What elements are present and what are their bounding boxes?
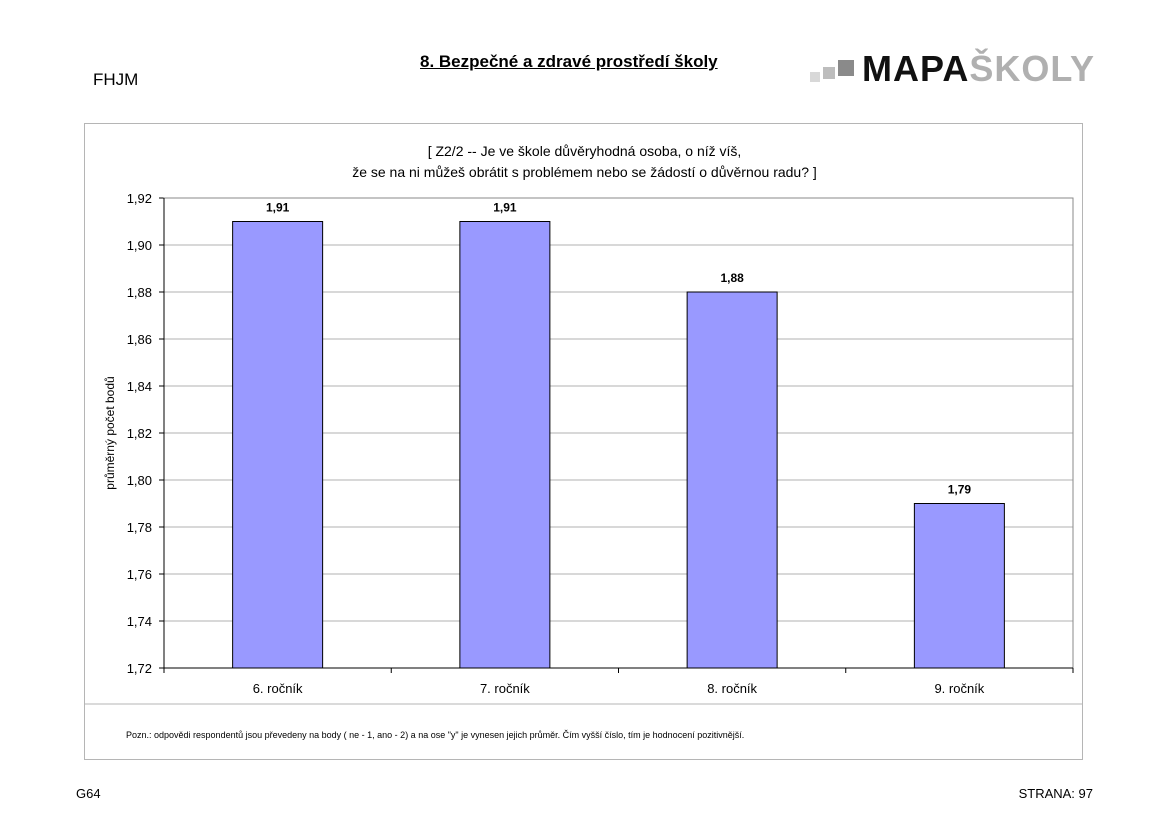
school-code: FHJM bbox=[93, 70, 139, 89]
bar-value-label: 1,88 bbox=[720, 271, 744, 285]
logo-text-dark: MAPA bbox=[862, 48, 970, 89]
bar bbox=[232, 221, 324, 669]
x-category-label: 7. ročník bbox=[480, 681, 530, 696]
x-category-label: 8. ročník bbox=[707, 681, 757, 696]
chart-note: Pozn.: odpovědi respondentů jsou převede… bbox=[126, 730, 745, 740]
y-tick-label: 1,88 bbox=[127, 285, 152, 300]
y-tick-label: 1,74 bbox=[127, 614, 152, 629]
bar-value-label: 1,79 bbox=[948, 483, 972, 497]
y-tick-label: 1,76 bbox=[127, 567, 152, 582]
y-tick-label: 1,84 bbox=[127, 379, 152, 394]
y-axis-title: průměrný počet bodů bbox=[103, 376, 117, 489]
y-tick-label: 1,80 bbox=[127, 473, 152, 488]
chart-title-line-1: [ Z2/2 -- Je ve škole důvěryhodná osoba,… bbox=[427, 143, 742, 159]
logo-text-light: ŠKOLY bbox=[969, 48, 1096, 89]
y-tick-label: 1,90 bbox=[127, 238, 152, 253]
y-tick-label: 1,72 bbox=[127, 661, 152, 676]
chart-title-line-2: že se na ni můžeš obrátit s problémem ne… bbox=[352, 164, 817, 180]
mapa-skoly-logo: MAPAŠKOLY bbox=[810, 50, 1094, 90]
bar bbox=[459, 221, 551, 669]
logo-text: MAPAŠKOLY bbox=[862, 50, 1095, 88]
page-number: STRANA: 97 bbox=[1018, 786, 1093, 801]
bar bbox=[686, 291, 778, 669]
footer-code: G64 bbox=[76, 786, 101, 801]
y-tick-label: 1,92 bbox=[127, 191, 152, 206]
x-category-label: 6. ročník bbox=[253, 681, 303, 696]
page-title: 8. Bezpečné a zdravé prostředí školy bbox=[420, 52, 718, 71]
bar bbox=[913, 503, 1005, 669]
bar-value-label: 1,91 bbox=[266, 201, 290, 215]
y-tick-label: 1,86 bbox=[127, 332, 152, 347]
y-tick-label: 1,78 bbox=[127, 520, 152, 535]
bar-value-label: 1,91 bbox=[493, 201, 517, 215]
y-tick-label: 1,82 bbox=[127, 426, 152, 441]
logo-squares-icon bbox=[810, 50, 860, 84]
chart-frame bbox=[84, 123, 1083, 760]
chart-title: [ Z2/2 -- Je ve škole důvěryhodná osoba,… bbox=[0, 141, 1169, 183]
x-category-label: 9. ročník bbox=[934, 681, 984, 696]
